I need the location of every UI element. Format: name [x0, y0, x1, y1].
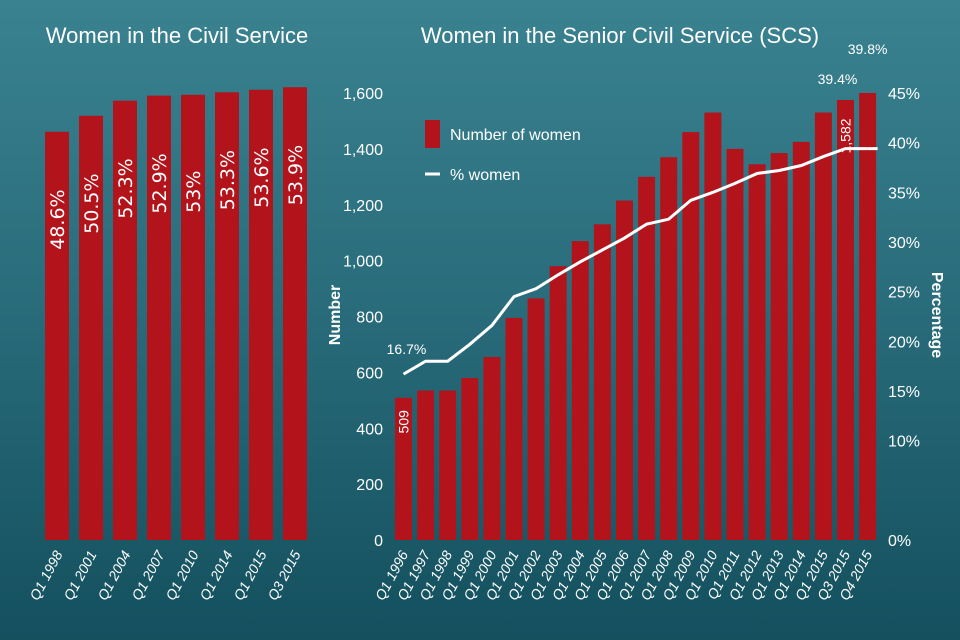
y-tick-label: 200: [356, 477, 383, 494]
bar: [45, 131, 69, 540]
data-label: 50.5%: [81, 173, 103, 233]
bar: [571, 241, 589, 540]
y2-tick-label: 30%: [888, 235, 920, 252]
bar: [283, 87, 307, 541]
bar: [505, 317, 523, 540]
data-label: 53.3%: [217, 150, 239, 210]
bar: [215, 92, 239, 540]
y-tick-label: 1,200: [343, 198, 383, 215]
bar: [79, 115, 103, 541]
line-value-label-first: 16.7%: [387, 341, 427, 357]
y2-tick-label: 25%: [888, 285, 920, 302]
senior-civil-service-chart: Women in the Senior Civil Service (SCS) …: [327, 23, 945, 603]
bar: [792, 141, 810, 540]
bar: [395, 397, 412, 540]
bar: [726, 148, 744, 540]
y2-tick-label: 0%: [888, 533, 911, 550]
bar: [417, 390, 435, 540]
bar: [593, 224, 611, 540]
category-label: Q3 2015: [264, 548, 303, 603]
civil-service-chart: Women in the Civil Service 48.6% 50.5% 52.…: [26, 23, 308, 603]
y2-tick-label: 40%: [888, 136, 920, 153]
bar: [181, 94, 205, 541]
bar-value-label-q3-2015: 1,582: [838, 118, 854, 153]
bar: [461, 377, 479, 540]
bar: [770, 153, 788, 541]
y2-tick-label: 15%: [888, 384, 920, 401]
bar: [439, 390, 457, 540]
bar: [113, 100, 137, 541]
y2-tick-label: 45%: [888, 86, 920, 103]
bar: [704, 112, 722, 541]
bar: [814, 112, 832, 541]
y2-tick-label: 35%: [888, 185, 920, 202]
bar: [527, 298, 545, 540]
y-tick-label: 400: [356, 421, 383, 438]
bar: [837, 99, 854, 540]
y-tick-label: 800: [356, 310, 383, 327]
line-value-label-q3-2015: 39.4%: [818, 71, 858, 87]
legend-swatch-bar: [425, 120, 440, 148]
bar: [549, 266, 567, 540]
bar: [682, 132, 700, 541]
y-tick-label: 1,000: [343, 254, 383, 271]
y-tick-label: 600: [356, 365, 383, 382]
y2-tick-label: 10%: [888, 434, 920, 451]
legend-label-bars: Number of women: [450, 127, 581, 144]
legend: Number of women % women: [425, 120, 581, 184]
bar-value-label-first: 509: [396, 410, 412, 434]
data-label: 53%: [183, 171, 205, 213]
bar: [748, 164, 766, 540]
data-label: 52.3%: [115, 158, 137, 218]
bar: [147, 95, 171, 540]
right-chart-title: Women in the Senior Civil Service (SCS): [421, 23, 819, 48]
bar: [249, 89, 273, 540]
data-label: 53.9%: [285, 145, 307, 205]
bar: [638, 176, 656, 540]
bar: [616, 200, 633, 540]
bar: [483, 357, 501, 540]
percent-women-line: [402, 147, 868, 376]
y-tick-label: 1,400: [343, 142, 383, 159]
y-tick-label: 1,600: [343, 86, 383, 103]
y2-tick-label: 20%: [888, 334, 920, 351]
y-tick-label: 0: [374, 533, 383, 550]
bar: [859, 93, 877, 540]
data-label: 53.6%: [251, 147, 273, 207]
left-chart-title: Women in the Civil Service: [46, 23, 308, 48]
legend-label-line: % women: [450, 167, 520, 184]
data-label: 52.9%: [149, 153, 171, 213]
line-value-label-q4-2015: 39.8%: [848, 41, 888, 57]
y-axis-title-right: Percentage: [928, 272, 945, 358]
bar: [660, 157, 678, 540]
data-label: 48.6%: [47, 189, 69, 249]
y-axis-title-left: Number: [327, 285, 344, 345]
